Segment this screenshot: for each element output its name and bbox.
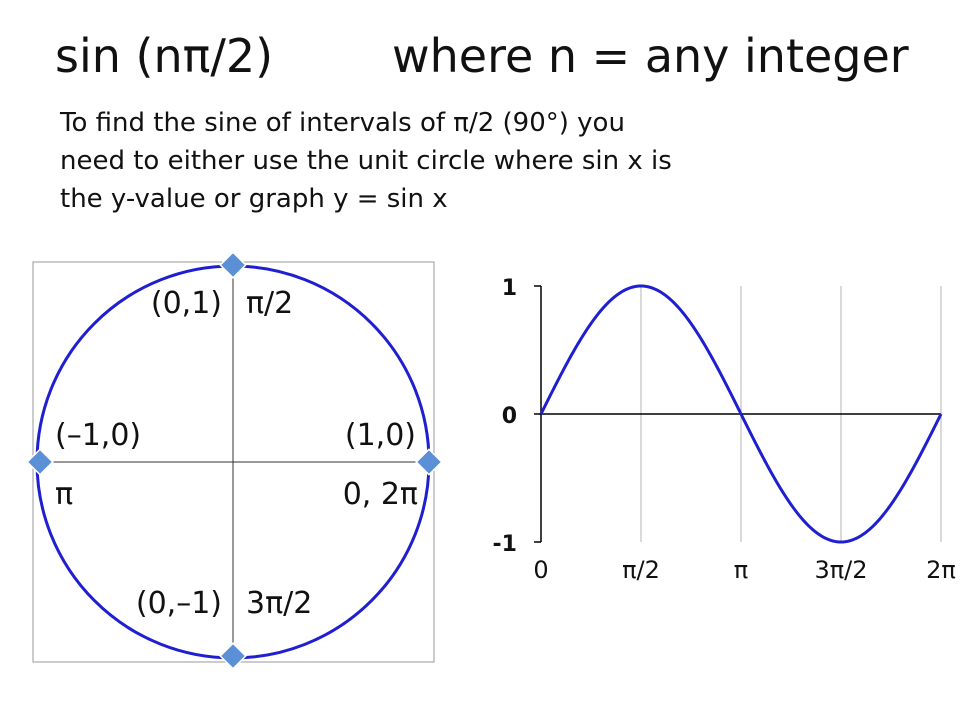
description-line-1: To find the sine of intervals of π/2 (90… — [60, 108, 625, 138]
label-bottom-coord: (0,–1) — [136, 586, 222, 621]
point-bottom-marker — [219, 642, 247, 670]
x-tick-label: 0 — [533, 556, 548, 584]
x-tick-label: 3π/2 — [814, 556, 867, 584]
x-tick-label: 2π — [926, 556, 956, 584]
description-line-2: need to either use the unit circle where… — [60, 146, 672, 176]
description-line-3: the y-value or graph y = sin x — [60, 184, 448, 214]
title-expression: sin (nπ/2) — [55, 29, 274, 83]
y-tick-label: -1 — [493, 532, 517, 557]
point-left-marker — [26, 448, 54, 476]
label-right-angle: 0, 2π — [343, 477, 418, 512]
point-right-marker — [415, 448, 443, 476]
label-top-angle: π/2 — [246, 286, 293, 321]
x-tick-label: π/2 — [622, 556, 660, 584]
description-text: To find the sine of intervals of π/2 (90… — [60, 104, 672, 218]
title-condition: where n = any integer — [392, 29, 909, 83]
label-top-coord: (0,1) — [151, 286, 222, 321]
label-right-coord: (1,0) — [345, 418, 416, 453]
point-top-marker — [219, 251, 247, 279]
label-left-coord: (–1,0) — [55, 418, 141, 453]
y-tick-label: 0 — [502, 404, 517, 429]
label-left-angle: π — [55, 477, 73, 512]
sine-curve — [539, 284, 943, 544]
label-bottom-angle: 3π/2 — [246, 586, 312, 621]
x-tick-label: π — [734, 556, 748, 584]
y-tick-label: 1 — [502, 276, 517, 301]
